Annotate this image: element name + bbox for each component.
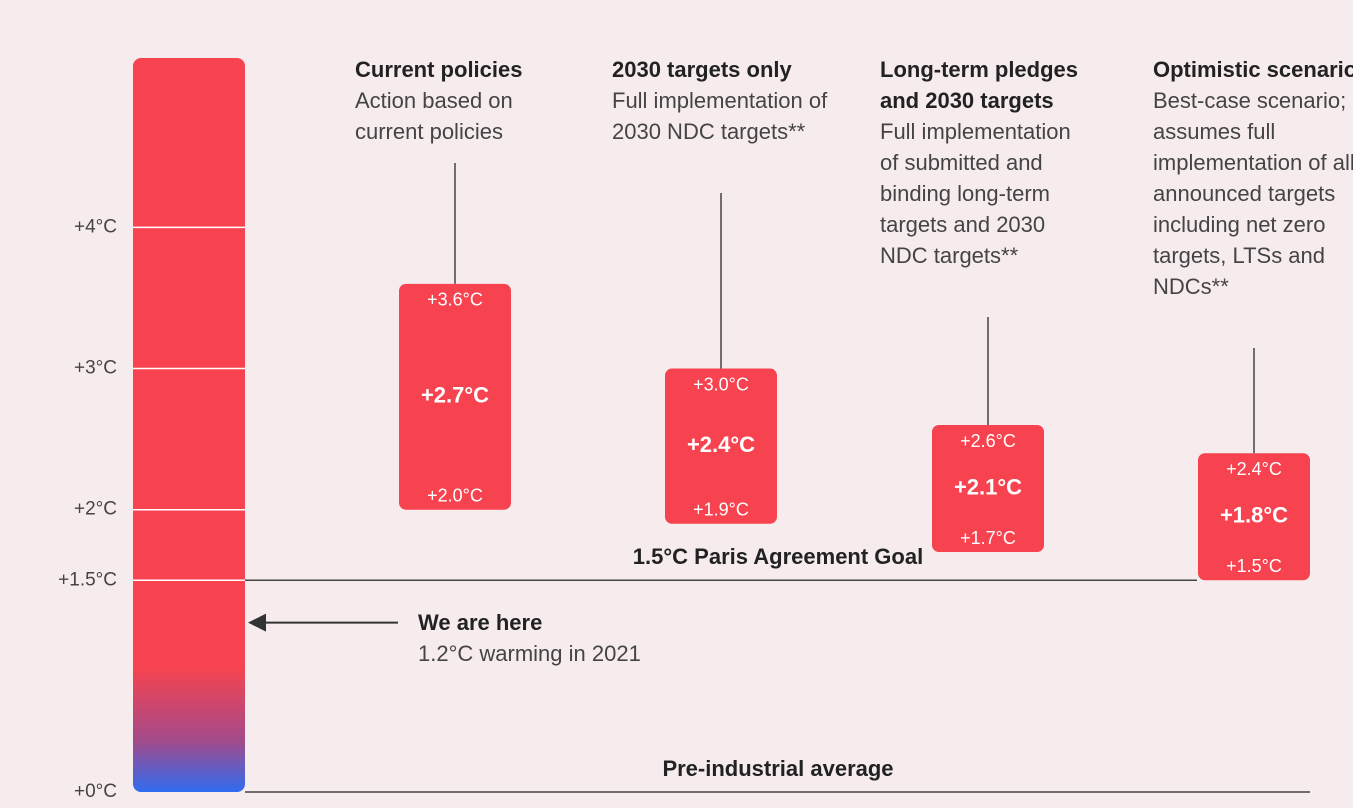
range-box xyxy=(932,425,1044,553)
scenario-name: Optimistic scenario xyxy=(1153,57,1353,82)
low-label: +1.7°C xyxy=(960,528,1016,548)
low-label: +1.9°C xyxy=(693,500,749,520)
high-label: +2.4°C xyxy=(1226,459,1282,479)
y-tick-label: +4°C xyxy=(74,216,117,237)
high-label: +3.6°C xyxy=(427,290,483,310)
central-label: +2.7°C xyxy=(421,383,489,408)
high-label: +2.6°C xyxy=(960,431,1016,451)
y-tick-label: +2°C xyxy=(74,499,117,520)
scenario-description: Best-case scenario; assumes full impleme… xyxy=(1153,88,1353,299)
range-box xyxy=(665,368,777,524)
scenario-description: Full implementation of 2030 NDC targets*… xyxy=(612,88,828,144)
reference-label: Pre-industrial average xyxy=(662,756,893,781)
thermometer xyxy=(133,58,245,792)
central-label: +1.8°C xyxy=(1220,503,1288,528)
low-label: +1.5°C xyxy=(1226,556,1282,576)
scenario-text: Current policies Action based on current … xyxy=(355,54,580,147)
scenario-description: Action based on current policies xyxy=(355,88,513,144)
range-box xyxy=(1198,453,1310,581)
central-label: +2.1°C xyxy=(954,474,1022,499)
arrow-head xyxy=(248,613,266,632)
scenario-text: Optimistic scenario Best-case scenario; a… xyxy=(1153,54,1353,302)
reference-label: 1.5°C Paris Agreement Goal xyxy=(633,544,923,569)
marker-annotation: We are here 1.2°C warming in 2021 xyxy=(418,607,641,669)
range-box xyxy=(399,283,511,510)
scenario-name: Current policies xyxy=(355,57,523,82)
scenario-description: Full implementation of submitted and bin… xyxy=(880,119,1071,268)
marker-note: 1.2°C warming in 2021 xyxy=(418,640,641,666)
y-tick-label: +0°C xyxy=(74,781,117,802)
scenario-name: 2030 targets only xyxy=(612,57,792,82)
scenario-text: 2030 targets only Full implementation of … xyxy=(612,54,837,147)
y-tick-label: +3°C xyxy=(74,358,117,379)
marker-label: We are here xyxy=(418,609,543,635)
y-tick-label: +1.5°C xyxy=(58,569,117,590)
scenario-name: Long-term pledges and 2030 targets xyxy=(880,57,1079,113)
low-label: +2.0°C xyxy=(427,485,483,505)
high-label: +3.0°C xyxy=(693,374,749,394)
central-label: +2.4°C xyxy=(687,432,755,457)
scenario-text: Long-term pledges and 2030 targets Full i… xyxy=(880,54,1095,271)
